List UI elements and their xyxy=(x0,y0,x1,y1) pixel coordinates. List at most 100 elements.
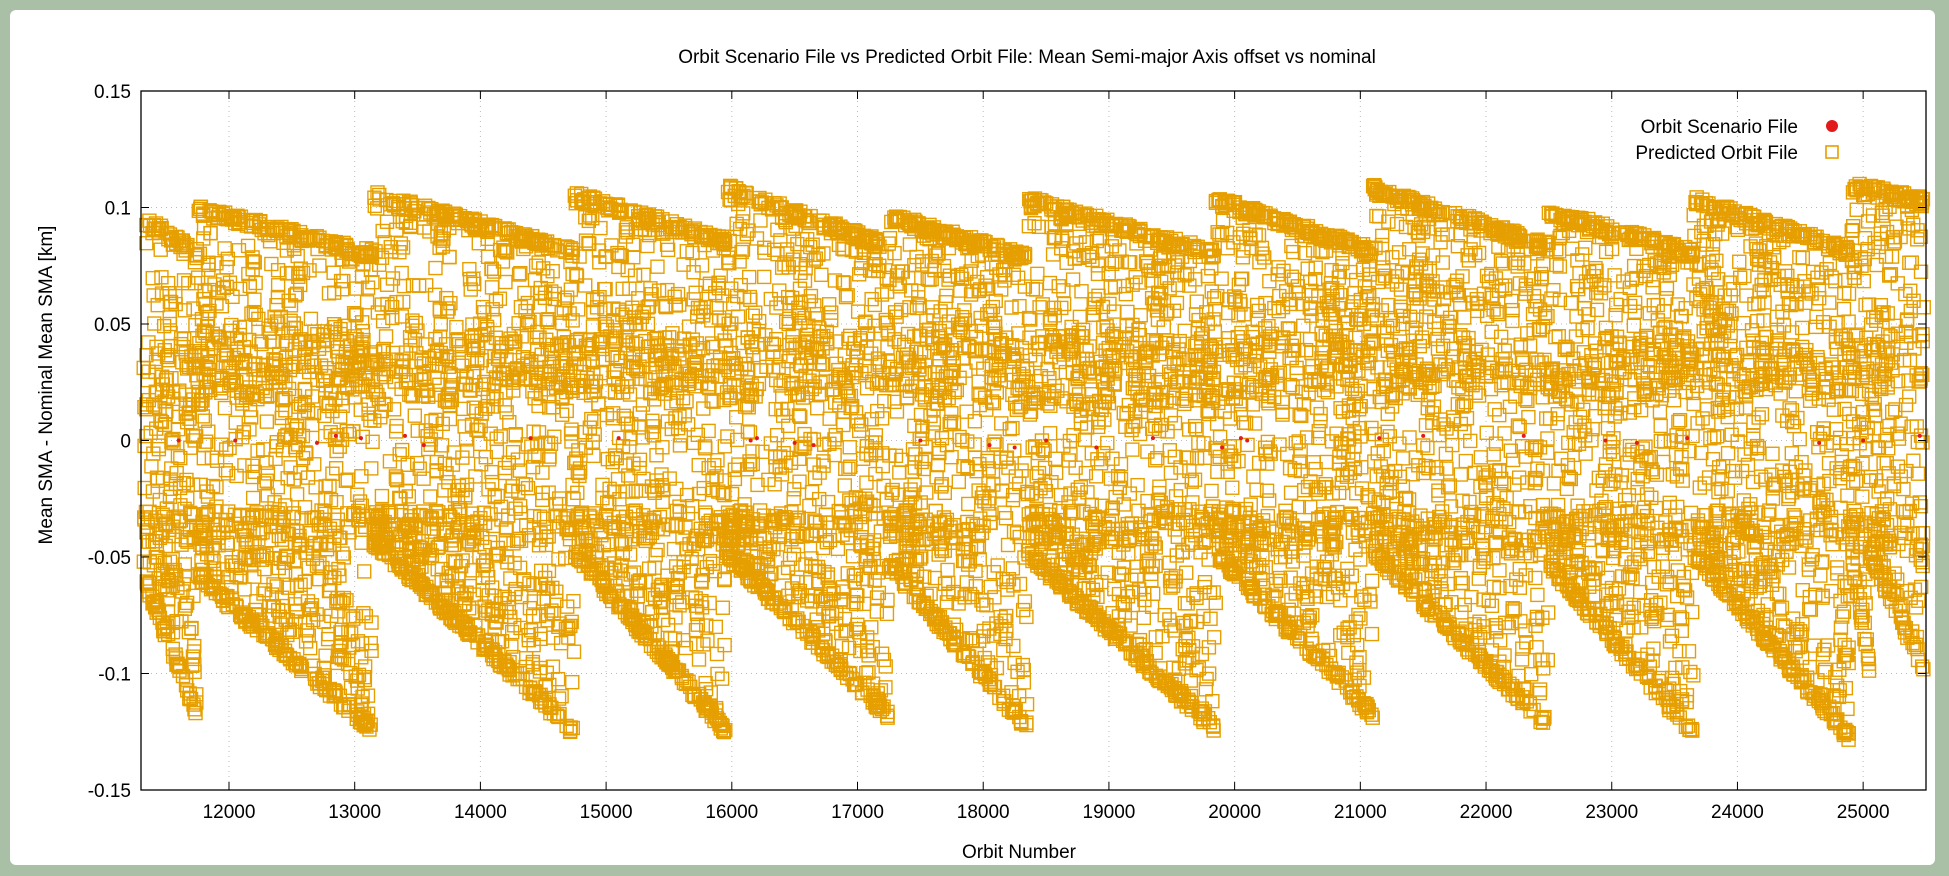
data-point xyxy=(942,416,957,432)
data-point xyxy=(1108,489,1123,505)
data-point xyxy=(767,450,783,465)
data-point xyxy=(841,461,856,477)
data-point xyxy=(1653,433,1669,449)
data-point xyxy=(611,430,627,446)
data-point xyxy=(1675,473,1690,488)
data-point xyxy=(1066,427,1081,443)
data-point xyxy=(148,549,164,565)
data-point xyxy=(1440,480,1456,495)
data-point xyxy=(1816,421,1832,436)
data-point xyxy=(737,356,752,372)
data-point xyxy=(1131,503,1146,518)
data-point xyxy=(138,428,154,444)
data-point xyxy=(1880,441,1896,456)
data-point xyxy=(1546,476,1562,491)
data-point xyxy=(750,477,765,493)
data-point xyxy=(1904,419,1919,434)
data-point xyxy=(1822,473,1837,489)
data-point xyxy=(971,483,986,498)
data-point xyxy=(1061,343,1076,359)
data-point xyxy=(1031,465,1047,481)
data-point xyxy=(266,334,282,349)
data-point xyxy=(235,430,250,445)
data-point xyxy=(1173,482,1188,498)
data-point xyxy=(672,409,687,424)
data-point xyxy=(585,319,601,334)
data-point xyxy=(1869,473,1884,488)
data-point xyxy=(570,485,585,501)
data-point xyxy=(669,503,685,519)
data-point xyxy=(200,489,216,504)
data-point xyxy=(466,400,481,415)
data-point xyxy=(166,511,181,526)
data-point xyxy=(1730,434,1745,449)
data-point xyxy=(1130,477,1145,493)
data-point xyxy=(218,463,234,478)
data-point xyxy=(1568,415,1583,430)
data-point xyxy=(1821,456,1837,471)
data-point xyxy=(1542,411,1558,426)
data-point xyxy=(322,478,337,494)
data-point xyxy=(1561,435,1576,451)
data-point xyxy=(328,461,344,476)
data-point xyxy=(1819,438,1834,453)
data-point xyxy=(1285,380,1300,395)
data-point xyxy=(205,478,221,494)
data-point xyxy=(394,265,409,281)
data-point xyxy=(424,413,439,429)
data-point xyxy=(1148,453,1163,468)
data-point xyxy=(1300,479,1316,495)
data-point xyxy=(1751,410,1766,425)
data-point xyxy=(1048,465,1064,481)
data-point xyxy=(1643,449,1659,465)
data-point xyxy=(512,498,528,514)
data-point xyxy=(729,410,744,425)
data-point xyxy=(185,649,201,664)
data-point xyxy=(623,431,638,446)
data-point xyxy=(1796,483,1812,498)
data-point xyxy=(918,439,933,455)
data-point xyxy=(684,590,700,605)
data-point xyxy=(388,424,404,439)
data-point xyxy=(1802,393,1818,408)
data-point xyxy=(1013,399,1029,414)
data-point xyxy=(1648,500,1664,516)
data-point xyxy=(1037,443,1052,458)
data-point xyxy=(585,355,600,370)
data-point xyxy=(1226,439,1242,454)
data-point xyxy=(1189,371,1205,386)
data-point xyxy=(710,453,725,468)
data-point xyxy=(187,664,202,680)
data-point xyxy=(176,246,191,262)
data-point xyxy=(1473,450,1489,465)
data-point xyxy=(1380,424,1395,440)
data-point xyxy=(1666,393,1682,408)
data-point xyxy=(1700,402,1715,417)
data-point xyxy=(1813,494,1828,509)
data-point xyxy=(197,413,212,428)
data-point xyxy=(731,457,746,472)
data-point xyxy=(1779,528,1794,543)
data-point xyxy=(423,489,438,504)
data-point xyxy=(1896,481,1911,497)
data-point xyxy=(153,242,168,257)
data-point xyxy=(1558,339,1573,354)
data-point xyxy=(565,477,580,493)
data-point xyxy=(527,272,543,288)
data-point xyxy=(1613,406,1628,421)
data-point xyxy=(1639,487,1655,502)
data-point xyxy=(1530,461,1545,476)
data-point xyxy=(401,470,416,486)
data-point xyxy=(870,351,886,366)
data-point xyxy=(1029,488,1044,503)
data-point xyxy=(786,491,801,506)
data-point xyxy=(1662,495,1677,511)
data-point xyxy=(251,334,267,349)
data-point xyxy=(889,404,905,419)
data-point xyxy=(804,484,820,500)
data-point xyxy=(278,390,293,406)
data-point xyxy=(635,430,650,445)
data-point xyxy=(1630,471,1645,487)
data-point xyxy=(1119,407,1134,422)
data-point xyxy=(145,270,160,286)
